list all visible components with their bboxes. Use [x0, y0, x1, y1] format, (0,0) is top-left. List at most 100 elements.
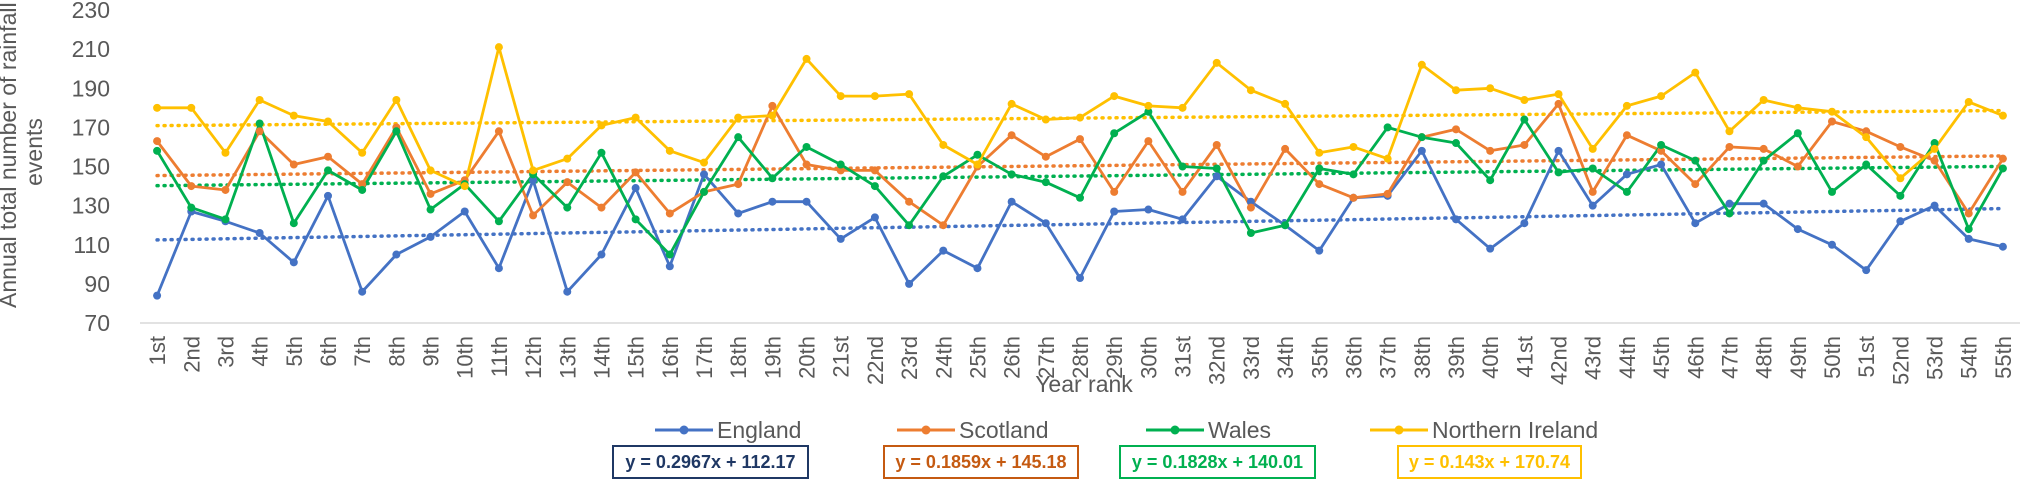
data-point-scotland: [1178, 187, 1187, 196]
data-point-northern-ireland: [1691, 68, 1700, 77]
data-point-england: [1178, 215, 1187, 224]
x-tick-label: 42nd: [1547, 336, 1572, 385]
data-point-wales: [1588, 164, 1597, 173]
legend-marker-scotland: [921, 425, 931, 435]
x-tick-label: 2nd: [179, 336, 204, 373]
data-point-northern-ireland: [1007, 99, 1016, 108]
series-points: [153, 43, 2007, 300]
legend-marker-wales: [1170, 425, 1180, 435]
x-tick-label: 9th: [419, 336, 444, 367]
data-point-england: [1246, 197, 1255, 206]
x-tick-label: 49th: [1786, 336, 1811, 379]
data-point-wales: [1041, 178, 1050, 187]
data-point-wales: [1349, 170, 1358, 179]
data-point-wales: [1622, 187, 1631, 196]
data-point-northern-ireland: [289, 111, 298, 120]
data-point-northern-ireland: [1486, 84, 1495, 93]
data-point-wales: [836, 160, 845, 169]
data-point-wales: [1998, 164, 2007, 173]
equation-border-northern-ireland: [1397, 445, 1582, 479]
data-point-wales: [1725, 209, 1734, 218]
data-point-northern-ireland: [768, 111, 777, 120]
legend-item-northern-ireland: Northern Ireland: [1370, 417, 1598, 443]
equation-border-wales: [1119, 445, 1316, 479]
data-point-scotland: [529, 211, 538, 220]
data-point-northern-ireland: [1041, 115, 1050, 124]
data-point-scotland: [939, 221, 948, 230]
data-point-scotland: [1554, 99, 1563, 108]
data-point-northern-ireland: [1657, 92, 1666, 101]
data-point-wales: [1452, 139, 1460, 148]
data-point-scotland: [1964, 209, 1973, 218]
data-point-scotland: [1110, 187, 1119, 196]
x-tick-label: 31st: [1171, 336, 1196, 378]
data-point-northern-ireland: [324, 117, 332, 126]
trendline-england: [155, 206, 2005, 242]
x-tick-label: 17th: [692, 336, 717, 379]
data-point-scotland: [665, 209, 674, 218]
x-tick-label: 5th: [282, 336, 307, 367]
data-point-scotland: [1998, 154, 2007, 163]
data-point-england: [768, 197, 777, 206]
data-point-northern-ireland: [1964, 97, 1973, 106]
x-tick-label: 11th: [487, 336, 512, 377]
x-tick-label: 21st: [829, 336, 854, 378]
x-tick-label: 7th: [350, 336, 375, 367]
data-point-england: [1315, 246, 1324, 255]
x-tick-label: 16th: [658, 336, 683, 379]
x-tick-label: 18th: [726, 336, 751, 379]
legend-label-england: England: [717, 417, 801, 443]
data-point-northern-ireland: [1622, 101, 1631, 110]
data-point-wales: [1076, 193, 1084, 202]
x-tick-label: 38th: [1410, 336, 1435, 379]
data-point-scotland: [426, 189, 435, 198]
data-point-northern-ireland: [392, 95, 401, 104]
data-point-wales: [734, 133, 743, 142]
x-tick-label: 6th: [316, 336, 341, 367]
legend: England Scotland Wales Northern Ireland: [655, 417, 1598, 443]
y-tick-label: 210: [72, 36, 110, 62]
data-point-scotland: [1007, 131, 1016, 140]
data-point-scotland: [905, 197, 914, 206]
data-point-wales: [939, 172, 948, 181]
equation-label-northern-ireland: y = 0.143x + 170.74: [1409, 452, 1570, 472]
data-point-wales: [1486, 176, 1495, 185]
equation-border-scotland: [883, 445, 1079, 479]
y-axis-title: Annual total number of rainfall events: [0, 0, 47, 308]
data-point-scotland: [1793, 162, 1802, 171]
data-point-northern-ireland: [426, 166, 435, 175]
equation-label-wales: y = 0.1828x + 140.01: [1132, 452, 1303, 472]
data-point-england: [1110, 207, 1119, 216]
x-tick-label: 24th: [931, 336, 956, 379]
x-tick-label: 20th: [795, 336, 820, 379]
data-point-england: [973, 264, 982, 273]
x-tick-label: 14th: [589, 336, 614, 379]
equation-box-scotland: y = 0.1859x + 145.18: [883, 445, 1079, 479]
x-tick-label: 35th: [1307, 336, 1332, 379]
data-point-scotland: [1144, 137, 1153, 146]
data-point-northern-ireland: [1828, 107, 1836, 116]
data-point-northern-ireland: [529, 166, 538, 175]
data-point-england: [1725, 199, 1734, 208]
x-tick-label: 33rd: [1239, 336, 1264, 380]
data-point-wales: [802, 142, 811, 151]
data-point-wales: [1793, 129, 1802, 138]
data-point-england: [1759, 199, 1768, 208]
x-tick-label: 23rd: [897, 336, 922, 380]
data-point-england: [1452, 215, 1460, 224]
x-axis-title: Year rank: [1035, 371, 1133, 397]
y-tick-label: 70: [84, 310, 110, 336]
y-tick-label: 90: [84, 271, 110, 297]
data-point-northern-ireland: [734, 113, 743, 122]
x-tick-label: 10th: [453, 336, 478, 379]
data-point-northern-ireland: [1212, 58, 1221, 67]
data-point-northern-ireland: [1862, 133, 1871, 142]
data-point-northern-ireland: [153, 103, 162, 112]
data-point-scotland: [1452, 125, 1460, 134]
legend-label-northern-ireland: Northern Ireland: [1432, 417, 1598, 443]
x-tick-label: 4th: [248, 336, 273, 367]
data-point-england: [597, 250, 606, 259]
x-tick-label: 30th: [1136, 336, 1161, 379]
data-point-scotland: [1691, 180, 1700, 189]
